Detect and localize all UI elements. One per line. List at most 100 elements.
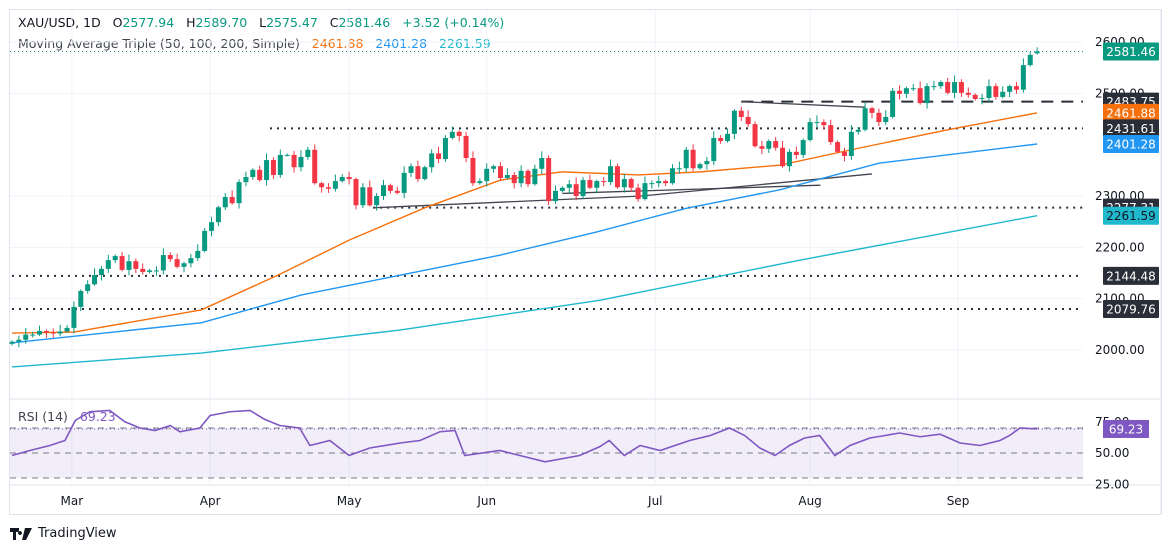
candle-body: [525, 170, 531, 185]
candle: [332, 174, 338, 192]
candle: [587, 174, 593, 190]
candle: [807, 117, 813, 142]
x-tick-label: Jun: [476, 494, 496, 508]
candle: [628, 177, 634, 192]
candle-body: [780, 147, 786, 167]
ma50-value: 2461.88: [311, 36, 364, 51]
candle-body: [828, 125, 834, 143]
candle-body: [1034, 51, 1040, 54]
candle: [174, 253, 180, 269]
candle-body: [30, 334, 36, 336]
candle-body: [559, 187, 565, 191]
symbol-title[interactable]: XAU/USD, 1D: [18, 15, 101, 30]
candle: [903, 86, 909, 98]
candle-body: [264, 160, 270, 181]
candle: [608, 159, 614, 185]
candle-body: [1027, 54, 1033, 66]
candle: [1034, 47, 1040, 55]
candle: [945, 77, 951, 95]
candle: [752, 121, 758, 148]
candle-body: [119, 256, 125, 270]
candle-body: [133, 261, 139, 269]
candle: [319, 181, 325, 193]
candle-body: [745, 116, 751, 125]
candle: [828, 119, 834, 145]
open-label: O: [112, 15, 123, 30]
candle: [1027, 52, 1033, 67]
candle-body: [539, 158, 545, 169]
candle-body: [387, 185, 393, 191]
close-label: C: [329, 15, 339, 30]
candle: [642, 176, 648, 201]
candle: [718, 135, 724, 144]
rsi-name[interactable]: RSI (14): [18, 409, 68, 424]
candle-body: [566, 184, 572, 188]
candle-body: [628, 179, 634, 188]
candle-body: [415, 166, 421, 180]
candle: [566, 180, 572, 194]
candle-body: [112, 256, 118, 261]
candle: [387, 183, 393, 194]
price-label-text: 2581.46: [1106, 45, 1156, 59]
candle-body: [656, 181, 662, 184]
candle-body: [669, 168, 675, 184]
candle: [57, 324, 63, 337]
candle-body: [793, 151, 799, 155]
candle-body: [883, 116, 889, 123]
candle-body: [381, 185, 387, 196]
candle-body: [759, 146, 765, 149]
candle-body: [277, 154, 283, 175]
low-value: 2575.47: [266, 15, 318, 30]
candle-body: [587, 180, 593, 188]
tradingview-logo[interactable]: TradingView: [10, 526, 117, 541]
candle: [676, 161, 682, 174]
candle: [683, 146, 689, 173]
candle: [924, 83, 930, 109]
candle: [800, 138, 806, 158]
candle: [442, 135, 448, 162]
candle-body: [518, 170, 524, 184]
high-label: H: [186, 15, 196, 30]
candle-body: [890, 90, 896, 117]
candle: [312, 144, 318, 185]
candle: [952, 75, 958, 99]
candle: [821, 119, 827, 130]
candle-body: [64, 327, 70, 332]
candle-body: [85, 284, 91, 291]
ma-indicator-name[interactable]: Moving Average Triple (50, 100, 200, Sim…: [18, 36, 300, 51]
price-label-box: [1103, 135, 1159, 154]
candle-body: [181, 263, 187, 267]
candle: [167, 252, 173, 262]
candle-body: [608, 166, 614, 183]
candle-body: [250, 169, 256, 177]
candle-body: [614, 166, 620, 188]
candle: [614, 163, 620, 189]
candle-body: [841, 151, 847, 156]
candle-body: [92, 275, 98, 285]
candle-body: [491, 166, 497, 169]
y-tick-label: 2000.00: [1095, 343, 1145, 357]
candle-body: [126, 261, 132, 270]
candle: [71, 301, 77, 334]
candle-body: [9, 341, 15, 344]
candle-body: [160, 255, 166, 271]
candle: [381, 179, 387, 201]
ma100-value: 2401.28: [375, 36, 428, 51]
candle-body: [897, 90, 903, 94]
candle-body: [731, 110, 737, 134]
candle-body: [229, 197, 235, 204]
price-label-box: [1103, 119, 1159, 138]
candle: [484, 163, 490, 187]
price-label-text: 2144.48: [1106, 269, 1156, 283]
candle: [725, 128, 731, 143]
candle: [848, 125, 854, 161]
candle: [353, 177, 359, 210]
candle: [243, 171, 249, 187]
candle: [580, 177, 586, 199]
rsi-label-text: 69.23: [1109, 422, 1143, 436]
candle-body: [140, 268, 146, 272]
candle-body: [965, 92, 971, 95]
candle-body: [663, 181, 669, 184]
candle: [50, 328, 56, 338]
